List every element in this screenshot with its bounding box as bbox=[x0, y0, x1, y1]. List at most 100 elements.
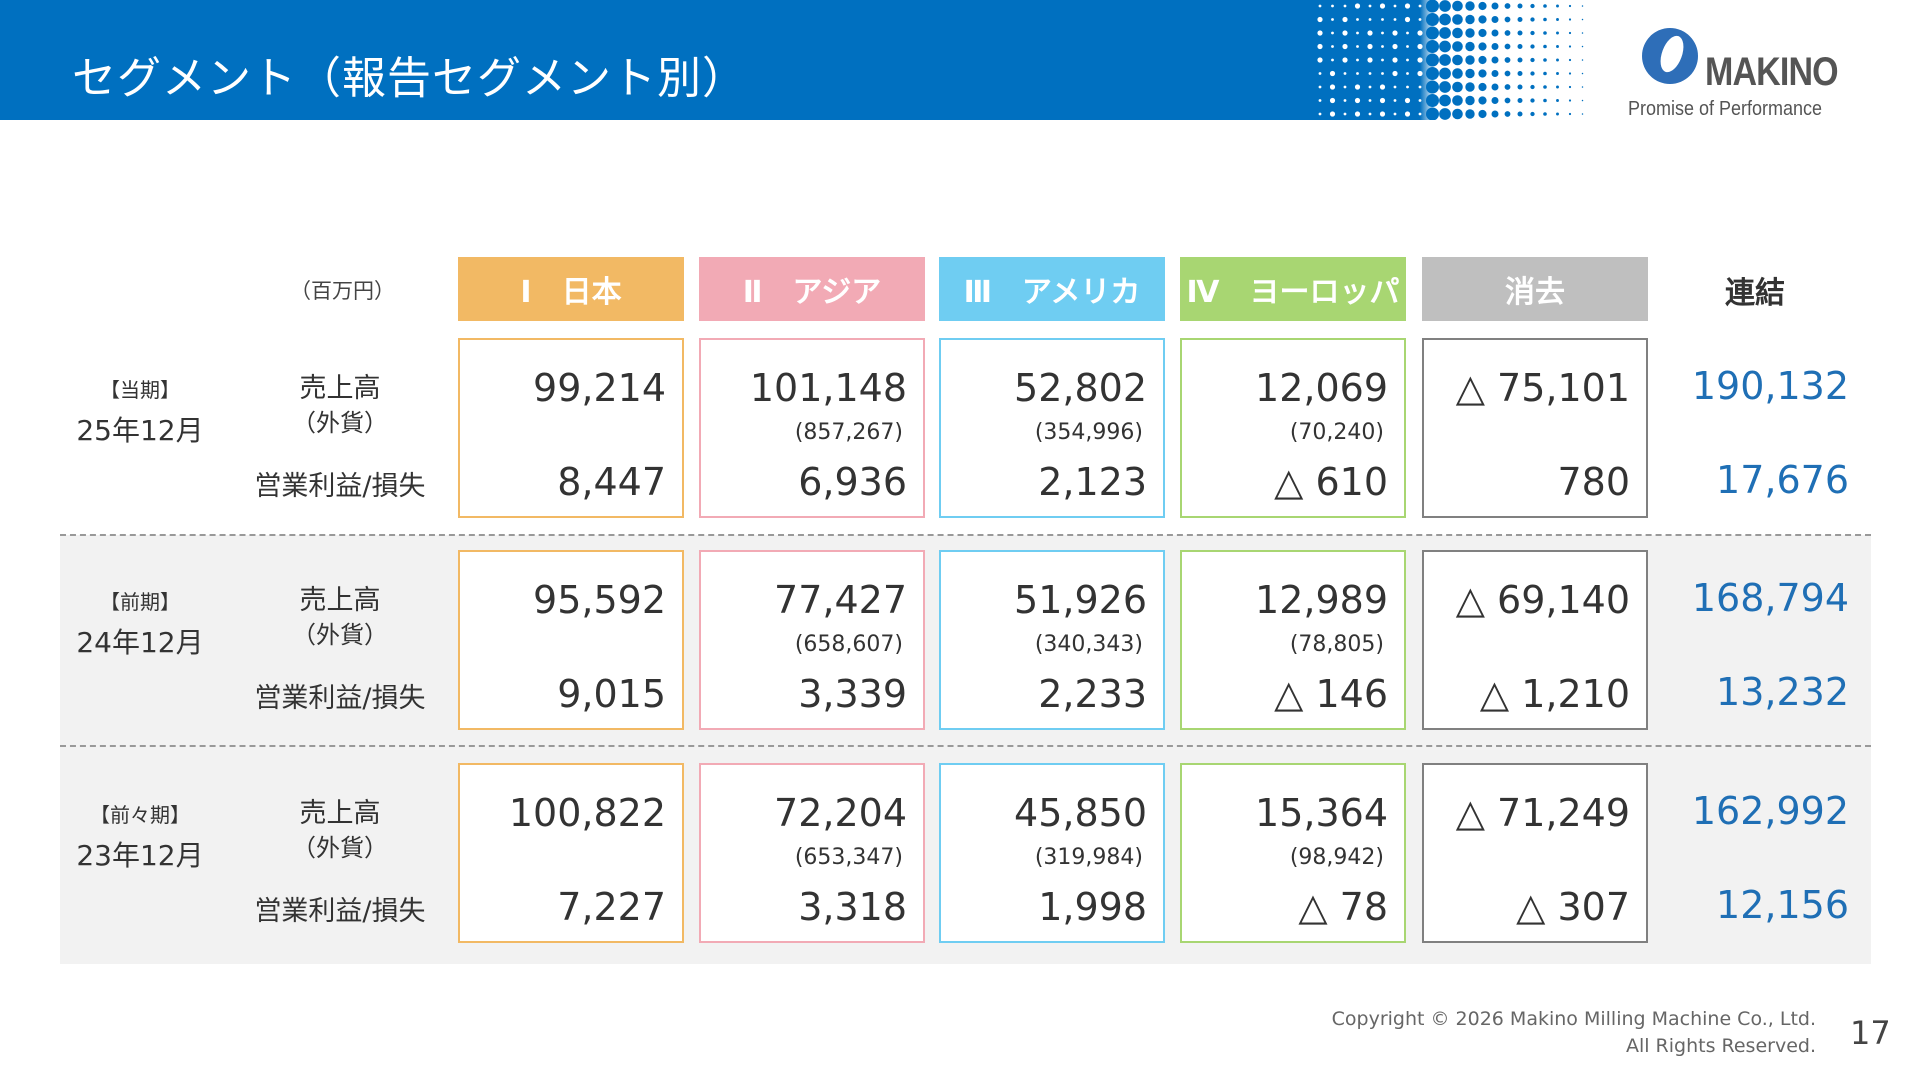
halftone-dot bbox=[1439, 13, 1451, 26]
halftone-dot bbox=[1491, 16, 1499, 23]
halftone-dot bbox=[1317, 16, 1323, 23]
halftone-dot bbox=[1392, 43, 1398, 50]
halftone-dot bbox=[1465, 68, 1475, 79]
halftone-dot bbox=[1318, 4, 1322, 8]
halftone-dot bbox=[1356, 18, 1359, 21]
halftone-dot bbox=[1368, 99, 1372, 102]
halftone-dot bbox=[1318, 112, 1322, 116]
halftone-dot bbox=[1368, 18, 1372, 21]
halftone-dot bbox=[1354, 84, 1361, 90]
halftone-dot bbox=[1556, 85, 1559, 89]
halftone-dot bbox=[1439, 81, 1451, 93]
halftone-dot bbox=[1517, 57, 1523, 63]
halftone-dot bbox=[1356, 72, 1359, 75]
halftone-dot bbox=[1343, 85, 1347, 89]
period-name: 【前々期】 bbox=[90, 803, 190, 827]
halftone-dot bbox=[1530, 98, 1535, 103]
halftone-dot bbox=[1356, 31, 1359, 35]
halftone-dot bbox=[1504, 43, 1511, 50]
segment-cell: △ 71,249 △ 307 bbox=[1422, 763, 1648, 943]
operating-profit-label: 営業利益/損失 bbox=[254, 896, 426, 927]
halftone-dot bbox=[1581, 59, 1584, 61]
halftone-dot bbox=[1530, 17, 1535, 22]
halftone-dot bbox=[1568, 112, 1572, 116]
segment-cell: 100,822 7,227 bbox=[458, 763, 684, 943]
sales-value: 72,204 bbox=[774, 791, 907, 835]
halftone-dot bbox=[1556, 112, 1559, 116]
copyright-line-1: Copyright © 2026 Makino Milling Machine … bbox=[1331, 1008, 1816, 1030]
halftone-dot bbox=[1543, 112, 1547, 116]
halftone-dot bbox=[1465, 14, 1475, 25]
consolidated-header: 連結 bbox=[1725, 276, 1785, 311]
halftone-dot bbox=[1381, 18, 1384, 21]
halftone-dot bbox=[1439, 67, 1451, 80]
halftone-dot bbox=[1426, 40, 1439, 53]
segment-cell: 45,850 (319,984) 1,998 bbox=[939, 763, 1165, 943]
halftone-dot bbox=[1317, 43, 1323, 50]
column-header-3: Ⅳ ヨーロッパ bbox=[1180, 257, 1406, 321]
operating-profit-value: △ 146 bbox=[1274, 672, 1388, 716]
segment-cell: 72,204 (653,347) 3,318 bbox=[699, 763, 925, 943]
halftone-dot bbox=[1465, 95, 1475, 106]
halftone-dot bbox=[1439, 94, 1451, 107]
fx-label-text: （外貨） bbox=[292, 834, 388, 862]
consolidated-operating-profit: 12,156 bbox=[1716, 883, 1849, 927]
halftone-dot bbox=[1329, 97, 1336, 104]
copyright-line-2: All Rights Reserved. bbox=[1625, 1035, 1816, 1057]
halftone-dot bbox=[1530, 111, 1535, 117]
sales-value: △ 75,101 bbox=[1455, 366, 1630, 410]
halftone-dot bbox=[1491, 70, 1499, 77]
halftone-dot bbox=[1354, 97, 1361, 104]
halftone-dot bbox=[1478, 55, 1487, 65]
halftone-dot bbox=[1543, 85, 1547, 89]
halftone-dot bbox=[1329, 70, 1336, 77]
halftone-dot bbox=[1478, 82, 1487, 92]
halftone-dot bbox=[1517, 30, 1523, 36]
column-header-0: Ⅰ 日本 bbox=[458, 257, 684, 321]
halftone-dot bbox=[1491, 56, 1499, 64]
halftone-dot bbox=[1465, 1, 1475, 11]
halftone-dot bbox=[1504, 70, 1511, 77]
page-title: セグメント（報告セグメント別） bbox=[72, 53, 747, 104]
halftone-dot bbox=[1331, 4, 1334, 8]
halftone-dot bbox=[1478, 28, 1487, 38]
period-date: 24年12月 bbox=[76, 626, 204, 659]
halftone-dot bbox=[1343, 99, 1347, 102]
halftone-dot bbox=[1478, 69, 1487, 78]
halftone-dot bbox=[1556, 99, 1559, 102]
consolidated-sales: 190,132 bbox=[1691, 364, 1849, 408]
halftone-dot bbox=[1581, 45, 1584, 48]
operating-profit-value: △ 610 bbox=[1274, 460, 1388, 504]
halftone-dot bbox=[1452, 54, 1463, 66]
halftone-dot bbox=[1568, 18, 1572, 21]
halftone-dot bbox=[1556, 18, 1559, 21]
halftone-dot bbox=[1426, 53, 1439, 67]
halftone-dot bbox=[1393, 18, 1397, 21]
halftone-dot bbox=[1517, 44, 1523, 49]
halftone-dot bbox=[1439, 27, 1451, 39]
title-banner bbox=[0, 0, 1600, 120]
halftone-dot bbox=[1418, 4, 1422, 8]
halftone-dot bbox=[1581, 113, 1584, 115]
halftone-dot bbox=[1342, 57, 1348, 63]
halftone-dot bbox=[1354, 111, 1361, 117]
halftone-dot bbox=[1491, 29, 1499, 37]
halftone-dot bbox=[1581, 72, 1584, 75]
halftone-dot bbox=[1530, 44, 1535, 49]
halftone-dot bbox=[1404, 97, 1411, 104]
halftone-dot bbox=[1452, 95, 1463, 106]
halftone-dot bbox=[1367, 30, 1373, 36]
halftone-dot bbox=[1368, 85, 1372, 89]
halftone-dot bbox=[1356, 58, 1359, 62]
fx-label-text: （外貨） bbox=[292, 621, 388, 649]
sales-value: 12,989 bbox=[1255, 578, 1388, 622]
sales-label-text: 売上高 bbox=[299, 585, 381, 616]
period-name: 【当期】 bbox=[100, 378, 180, 402]
halftone-dot bbox=[1331, 45, 1334, 48]
halftone-dot bbox=[1329, 111, 1336, 117]
segment-cell: △ 69,140 △ 1,210 bbox=[1422, 550, 1648, 730]
halftone-dot bbox=[1343, 4, 1347, 8]
halftone-dot bbox=[1406, 31, 1409, 35]
halftone-dot bbox=[1556, 45, 1559, 48]
halftone-dot bbox=[1439, 54, 1451, 66]
